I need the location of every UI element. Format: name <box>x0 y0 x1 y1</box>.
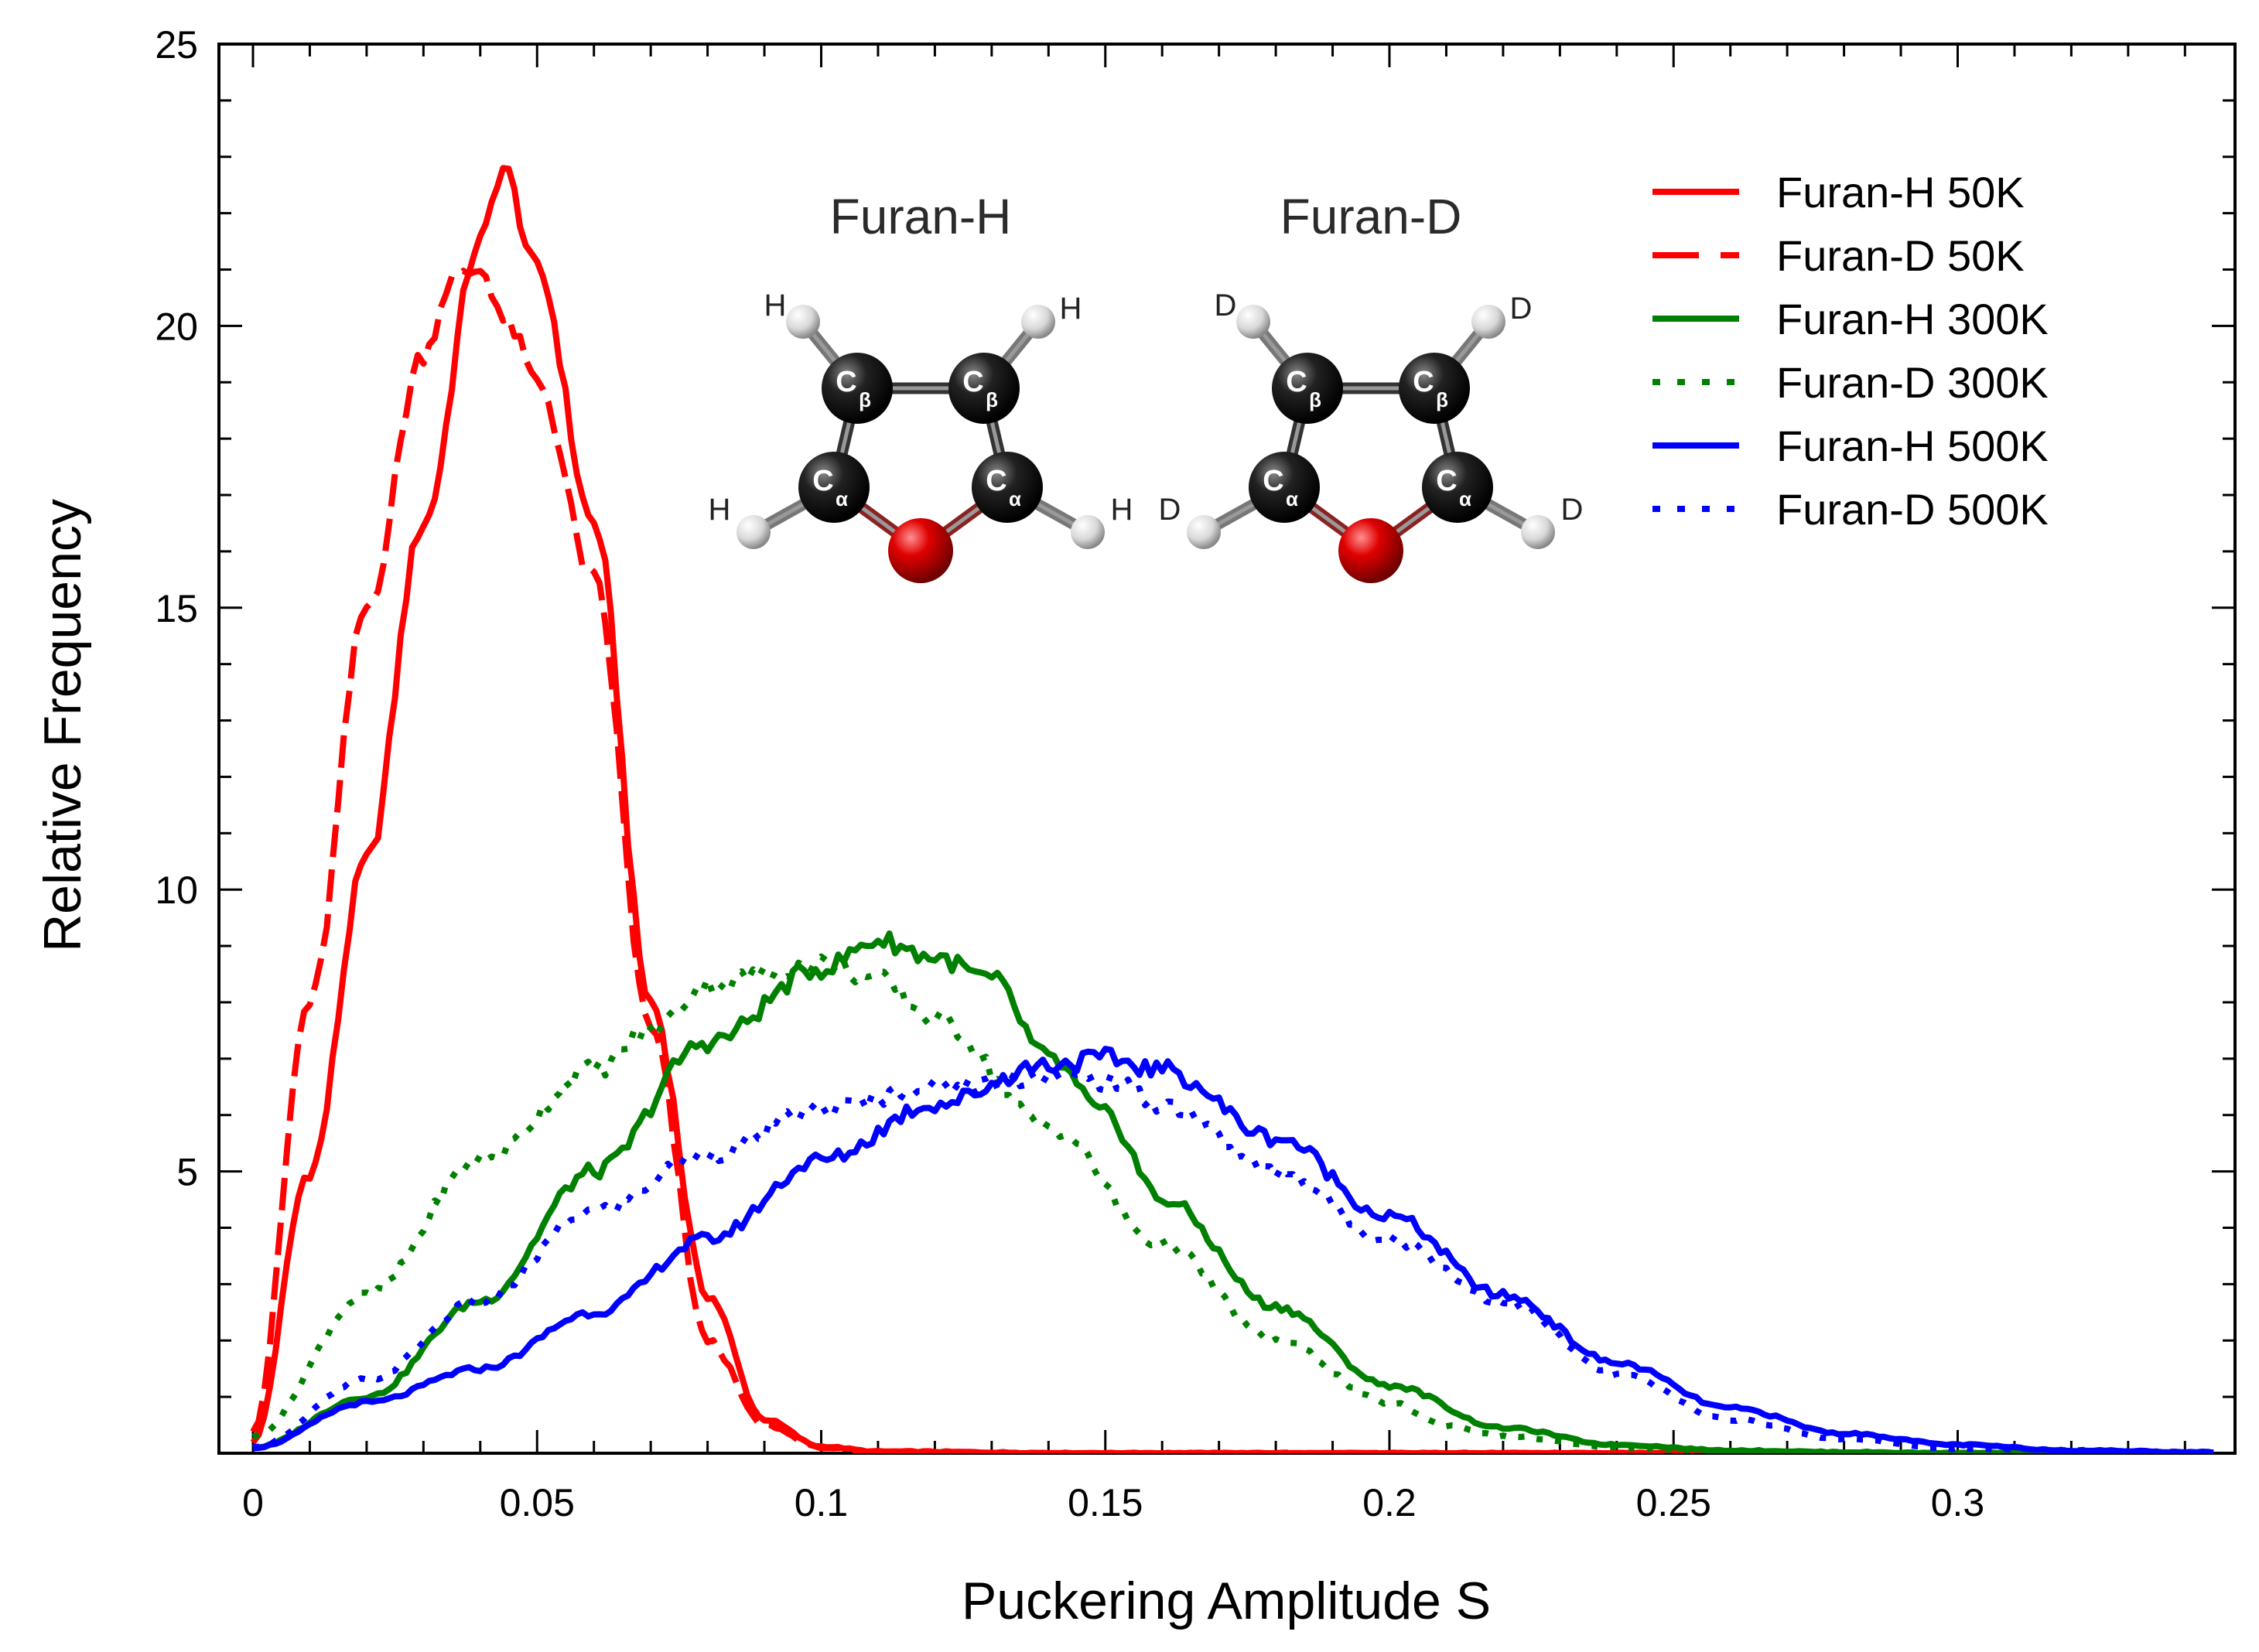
carbon-atom <box>1272 353 1343 424</box>
carbon-subscript: α <box>1286 487 1298 510</box>
series-line-6 <box>252 1068 2213 1453</box>
carbon-subscript: β <box>859 388 871 411</box>
carbon-subscript: α <box>836 487 848 510</box>
hydrogen-atom <box>1471 305 1505 339</box>
oxygen-atom <box>1338 518 1403 583</box>
carbon-label: C <box>812 465 833 497</box>
isotope-label: D <box>1159 493 1181 527</box>
hydrogen-atom <box>786 305 820 339</box>
carbon-label: C <box>986 465 1006 497</box>
oxygen-atom <box>888 518 953 583</box>
isotope-label: H <box>1060 292 1082 326</box>
isotope-label: H <box>1111 493 1133 527</box>
y-axis-title: Relative Frequency <box>33 499 92 952</box>
carbon-atom <box>822 353 893 424</box>
isotope-label: D <box>1561 493 1584 527</box>
isotope-label: H <box>764 288 787 323</box>
legend-label: Furan-D 500K <box>1776 485 2049 534</box>
carbon-label: C <box>1286 366 1307 398</box>
molecule-title: Furan-D <box>1280 189 1462 244</box>
hydrogen-atom <box>1521 515 1555 549</box>
carbon-label: C <box>1436 465 1457 497</box>
series-layer <box>250 165 2214 1453</box>
carbon-label: C <box>962 366 983 398</box>
isotope-label: D <box>1215 288 1237 323</box>
carbon-subscript: α <box>1459 487 1471 510</box>
x-tick-label: 0.1 <box>795 1481 849 1524</box>
carbon-label: C <box>1263 465 1283 497</box>
carbon-subscript: β <box>986 388 998 411</box>
legend-label: Furan-D 50K <box>1776 231 2025 280</box>
x-tick-label: 0 <box>242 1481 264 1524</box>
x-tick-label: 0.05 <box>500 1481 575 1524</box>
hydrogen-atom <box>736 515 771 549</box>
series-line-5 <box>252 1046 2214 1453</box>
hydrogen-atom <box>1071 515 1105 549</box>
y-tick-label: 15 <box>155 587 198 630</box>
carbon-label: C <box>1413 366 1434 398</box>
y-tick-label: 20 <box>155 305 198 348</box>
x-tick-label: 0.25 <box>1636 1481 1711 1524</box>
hydrogen-atom <box>1187 515 1221 549</box>
legend-label: Furan-H 50K <box>1776 168 2025 217</box>
legend-label: Furan-H 500K <box>1776 422 2049 470</box>
x-tick-labels: 0 0.05 0.1 0.15 0.2 0.25 0.3 <box>242 1481 1984 1524</box>
carbon-subscript: β <box>1436 388 1448 411</box>
carbon-subscript: β <box>1309 388 1321 411</box>
carbon-atom <box>798 452 870 523</box>
carbon-atom <box>1249 452 1320 523</box>
series-line-4 <box>251 953 2214 1453</box>
x-tick-label: 0.15 <box>1068 1481 1143 1524</box>
isotope-label: H <box>709 493 731 527</box>
carbon-subscript: α <box>1009 487 1021 510</box>
y-tick-label: 10 <box>155 869 198 912</box>
carbon-atom <box>1422 452 1493 523</box>
series-line-3 <box>252 930 2214 1453</box>
hydrogen-atom <box>1021 305 1055 339</box>
molecule-title: Furan-H <box>830 189 1012 244</box>
carbon-atom <box>972 452 1043 523</box>
isotope-label: D <box>1510 292 1533 326</box>
y-tick-label: 5 <box>176 1151 198 1194</box>
x-axis-title: Puckering Amplitude S <box>962 1572 1491 1630</box>
x-tick-label: 0.3 <box>1931 1481 1985 1524</box>
carbon-atom <box>948 353 1020 424</box>
legend: Furan-H 50K Furan-D 50K Furan-H 300K Furan-… <box>1652 168 2049 534</box>
legend-label: Furan-D 300K <box>1776 358 2049 407</box>
carbon-atom <box>1399 353 1470 424</box>
carbon-label: C <box>836 366 856 398</box>
y-tick-labels: 5 10 15 20 25 <box>155 23 198 1194</box>
hydrogen-atom <box>1236 305 1270 339</box>
x-tick-label: 0.2 <box>1362 1481 1417 1524</box>
legend-label: Furan-H 300K <box>1776 295 2049 343</box>
y-tick-label: 25 <box>155 23 198 67</box>
